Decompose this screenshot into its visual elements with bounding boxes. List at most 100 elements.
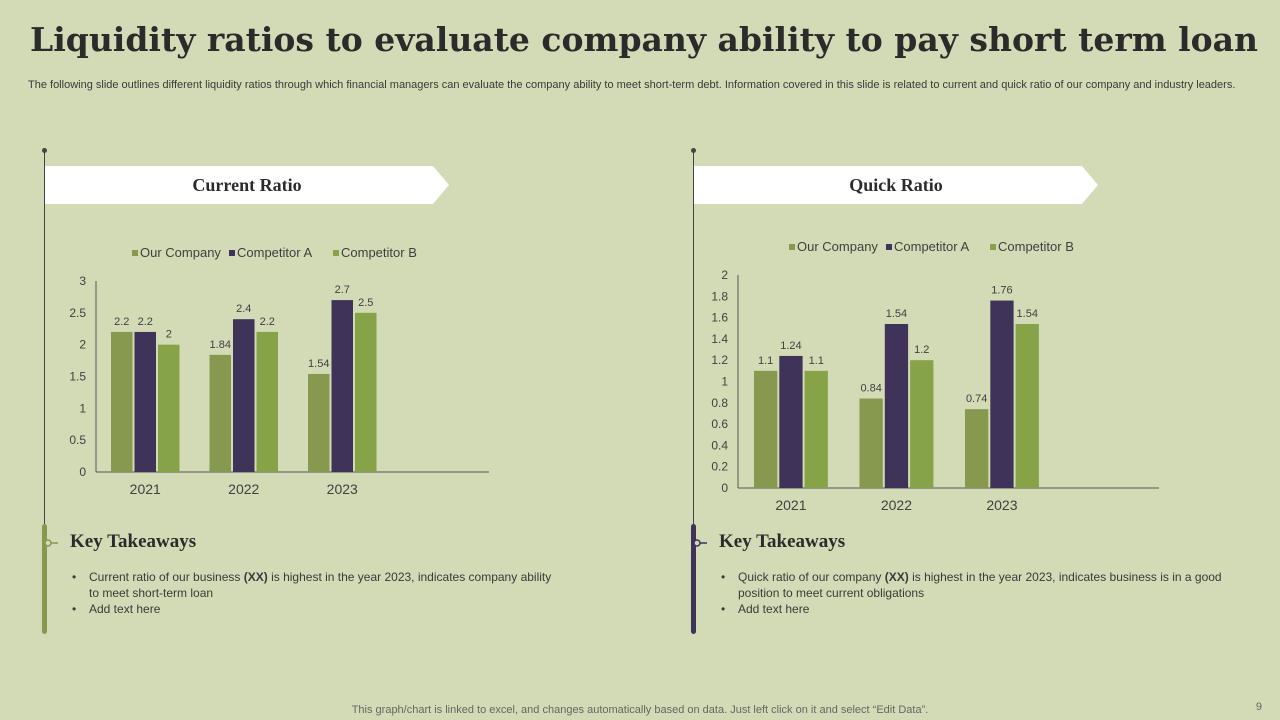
takeaway-bold-text: (XX) [884,570,909,584]
x-tick-label: 2021 [130,481,161,497]
bar [308,373,330,472]
takeaway-text: Add text here [89,602,161,616]
bar [754,370,778,488]
timeline-dot [42,148,47,153]
takeaway-item: Add text here [70,601,562,617]
quick-ratio-heading: Quick Ratio [694,166,1098,204]
takeaways-list: Quick ratio of our company (XX) is highe… [719,569,1231,617]
data-label: 1.54 [1017,308,1038,320]
legend-swatch [229,250,235,256]
legend-label: Competitor B [998,239,1074,254]
data-label: 1.2 [914,344,929,356]
bar [331,300,353,472]
takeaway-icon [693,539,707,547]
timeline-line [44,152,45,632]
data-label: 1.24 [780,340,801,352]
y-tick-label: 1.8 [711,289,728,303]
y-tick-label: 2.5 [69,306,86,320]
y-tick-label: 2 [721,268,728,282]
y-tick-label: 0 [79,465,86,479]
takeaway-text: is highest in the year 2023, indicates b… [738,570,1222,600]
bar [355,312,377,472]
y-tick-label: 0.8 [711,396,728,410]
data-label: 1.54 [308,358,329,370]
takeaways-list: Current ratio of our business (XX) is hi… [70,569,562,617]
key-takeaways-title: Key Takeaways [719,531,846,552]
y-tick-label: 0.6 [711,417,728,431]
legend-label: Our Company [797,239,878,254]
bar [804,370,828,488]
key-takeaways-title: Key Takeaways [70,531,197,552]
data-label: 1.54 [886,308,907,320]
bar [256,331,278,472]
bar [209,354,231,472]
data-label: 1.1 [758,355,773,367]
takeaway-text: Current ratio of our business [89,570,244,584]
bar [859,398,883,488]
x-tick-label: 2023 [327,481,358,497]
legend-swatch [990,244,996,250]
legend-label: Competitor B [341,245,417,260]
data-label: 2.4 [236,303,251,315]
data-label: 0.74 [966,393,987,405]
takeaway-item: Current ratio of our business (XX) is hi… [70,569,562,601]
takeaway-item: Quick ratio of our company (XX) is highe… [719,569,1231,601]
bar [965,409,989,488]
data-label: 2 [166,329,172,341]
footer-note: This graph/chart is linked to excel, and… [351,704,929,716]
current-ratio-chart: Our Company Competitor A Competitor B 0 0.5 1… [69,245,489,497]
y-tick-label: 1.2 [711,353,728,367]
bar [910,360,934,488]
y-tick-label: 0.5 [69,433,86,447]
page-subtitle: The following slide outlines different l… [28,79,1236,91]
bar [158,344,180,472]
bar [111,331,133,472]
y-tick-label: 0 [721,481,728,495]
y-tick-label: 1 [79,401,86,415]
bar [134,331,156,472]
legend-label: Competitor A [237,245,312,260]
x-tick-label: 2023 [986,497,1017,513]
y-tick-label: 3 [79,274,86,288]
data-label: 1.76 [991,285,1012,297]
page-number: 9 [1255,701,1262,713]
takeaway-text: is highest in the year 2023, indicates c… [89,570,552,600]
bar [1015,323,1039,488]
data-label: 2.7 [335,284,350,296]
legend-label: Our Company [140,245,221,260]
x-tick-label: 2022 [228,481,259,497]
legend-swatch [789,244,795,250]
takeaway-accent-bar [691,524,696,634]
y-tick-label: 1 [721,375,728,389]
timeline-dot [691,148,696,153]
takeaway-text: Quick ratio of our company [738,570,885,584]
data-label: 2.2 [114,316,129,328]
page-title: Liquidity ratios to evaluate company abi… [30,20,1259,59]
bar [884,323,909,488]
y-tick-label: 0.2 [711,460,728,474]
current-ratio-heading: Current Ratio [45,166,449,204]
takeaway-text: Add text here [738,602,810,616]
data-label: 2.5 [358,297,373,309]
timeline-line [693,152,694,632]
takeaway-bold-text: (XX) [243,570,268,584]
bar [779,355,803,488]
legend-label: Competitor A [894,239,969,254]
y-tick-label: 2 [79,338,86,352]
bar [990,300,1014,488]
y-tick-label: 1.5 [69,370,86,384]
takeaway-item: Add text here [719,601,1231,617]
legend-swatch [132,250,138,256]
data-label: 1.84 [210,339,231,351]
legend-swatch [886,244,892,250]
data-label: 2.2 [260,316,275,328]
data-label: 1.1 [809,355,824,367]
x-tick-label: 2022 [881,497,912,513]
y-tick-label: 1.6 [711,311,728,325]
x-tick-label: 2021 [775,497,806,513]
bar [233,319,255,472]
y-tick-label: 0.4 [711,438,728,452]
y-tick-label: 1.4 [711,332,728,346]
takeaway-icon [44,539,58,547]
quick-ratio-chart: Our Company Competitor A Competitor B 0 0.2 0… [711,239,1159,513]
